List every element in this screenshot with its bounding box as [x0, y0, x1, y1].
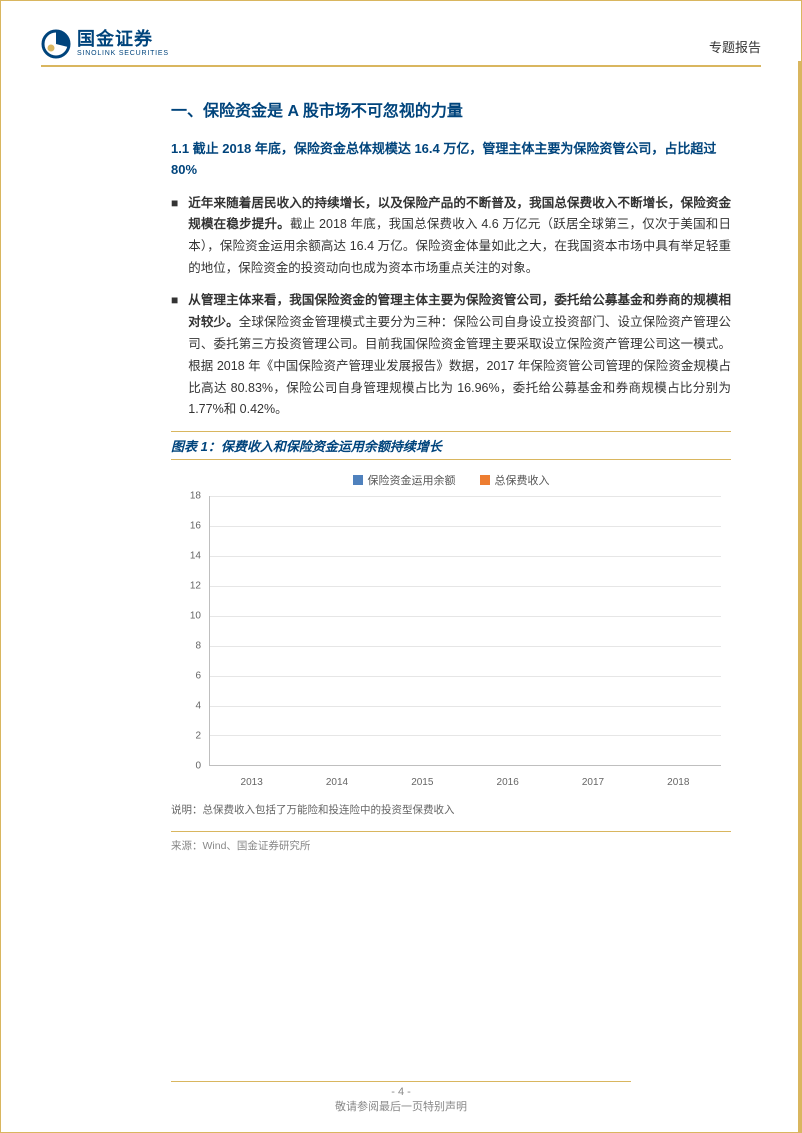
- gridline: [210, 646, 721, 647]
- bullet-text: 近年来随着居民收入的持续增长，以及保险产品的不断普及，我国总保费收入不断增长，保…: [188, 193, 731, 281]
- bullet-text: 从管理主体来看，我国保险资金的管理主体主要为保险资管公司，委托给公募基金和券商的…: [188, 290, 731, 421]
- bars-container: [210, 496, 721, 765]
- gridline: [210, 496, 721, 497]
- plot-area: [209, 496, 721, 766]
- x-axis-labels: 2013 2014 2015 2016 2017 2018: [209, 777, 721, 788]
- logo-text-cn: 国金证券: [77, 30, 169, 50]
- y-tick-label: 10: [190, 611, 201, 622]
- chart-legend: 保险资金运用余额 总保费收入: [171, 472, 731, 488]
- gridline: [210, 586, 721, 587]
- y-tick-label: 0: [195, 761, 201, 772]
- legend-swatch: [353, 475, 363, 485]
- page-footer: - 4 - 敬请参阅最后一页特别声明: [1, 1081, 801, 1114]
- y-tick-label: 16: [190, 521, 201, 532]
- page-header: 国金证券 SINOLINK SECURITIES 专题报告: [1, 1, 801, 59]
- y-tick-label: 2: [195, 731, 201, 742]
- bullet-marker-icon: ■: [171, 290, 178, 421]
- gridline: [210, 616, 721, 617]
- gridline: [210, 526, 721, 527]
- chart: 024681012141618 201320142015201620172018: [181, 496, 731, 796]
- section-heading: 一、保险资金是 A 股市场不可忽视的力量: [171, 97, 731, 121]
- gridline: [210, 735, 721, 736]
- legend-item: 保险资金运用余额: [353, 472, 456, 488]
- y-tick-label: 4: [195, 701, 201, 712]
- subsection-heading: 1.1 截止 2018 年底，保险资金总体规模达 16.4 万亿，管理主体主要为…: [171, 139, 731, 181]
- gridline: [210, 676, 721, 677]
- bullet-item: ■近年来随着居民收入的持续增长，以及保险产品的不断普及，我国总保费收入不断增长，…: [171, 193, 731, 281]
- x-tick-label: 2017: [565, 777, 621, 788]
- x-tick-label: 2014: [309, 777, 365, 788]
- x-tick-label: 2015: [394, 777, 450, 788]
- footer-divider: [171, 1081, 631, 1082]
- legend-label: 总保费收入: [495, 472, 550, 488]
- bullet-list: ■近年来随着居民收入的持续增长，以及保险产品的不断普及，我国总保费收入不断增长，…: [171, 193, 731, 422]
- gridline: [210, 556, 721, 557]
- x-tick-label: 2013: [224, 777, 280, 788]
- y-tick-label: 18: [190, 491, 201, 502]
- y-tick-label: 6: [195, 671, 201, 682]
- legend-item: 总保费收入: [480, 472, 550, 488]
- logo: 国金证券 SINOLINK SECURITIES: [41, 29, 169, 59]
- chart-title: 图表 1：保费收入和保险资金运用余额持续增长: [171, 431, 731, 460]
- legend-swatch: [480, 475, 490, 485]
- y-tick-label: 12: [190, 581, 201, 592]
- page-number: - 4 -: [1, 1086, 801, 1098]
- x-tick-label: 2018: [650, 777, 706, 788]
- logo-text-en: SINOLINK SECURITIES: [77, 50, 169, 58]
- footer-disclaimer: 敬请参阅最后一页特别声明: [1, 1098, 801, 1114]
- bullet-item: ■从管理主体来看，我国保险资金的管理主体主要为保险资管公司，委托给公募基金和券商…: [171, 290, 731, 421]
- gridline: [210, 706, 721, 707]
- chart-note: 说明：总保费收入包括了万能险和投连险中的投资型保费收入: [171, 802, 731, 817]
- x-tick-label: 2016: [480, 777, 536, 788]
- legend-label: 保险资金运用余额: [368, 472, 456, 488]
- y-tick-label: 14: [190, 551, 201, 562]
- y-axis: 024681012141618: [181, 496, 205, 766]
- y-tick-label: 8: [195, 641, 201, 652]
- right-border-accent: [798, 61, 801, 1132]
- content-area: 一、保险资金是 A 股市场不可忽视的力量 1.1 截止 2018 年底，保险资金…: [1, 67, 801, 853]
- logo-icon: [41, 29, 71, 59]
- bullet-marker-icon: ■: [171, 193, 178, 281]
- page-frame: 国金证券 SINOLINK SECURITIES 专题报告 一、保险资金是 A …: [0, 0, 802, 1133]
- chart-source: 来源：Wind、国金证券研究所: [171, 831, 731, 853]
- header-report-type: 专题报告: [709, 29, 761, 56]
